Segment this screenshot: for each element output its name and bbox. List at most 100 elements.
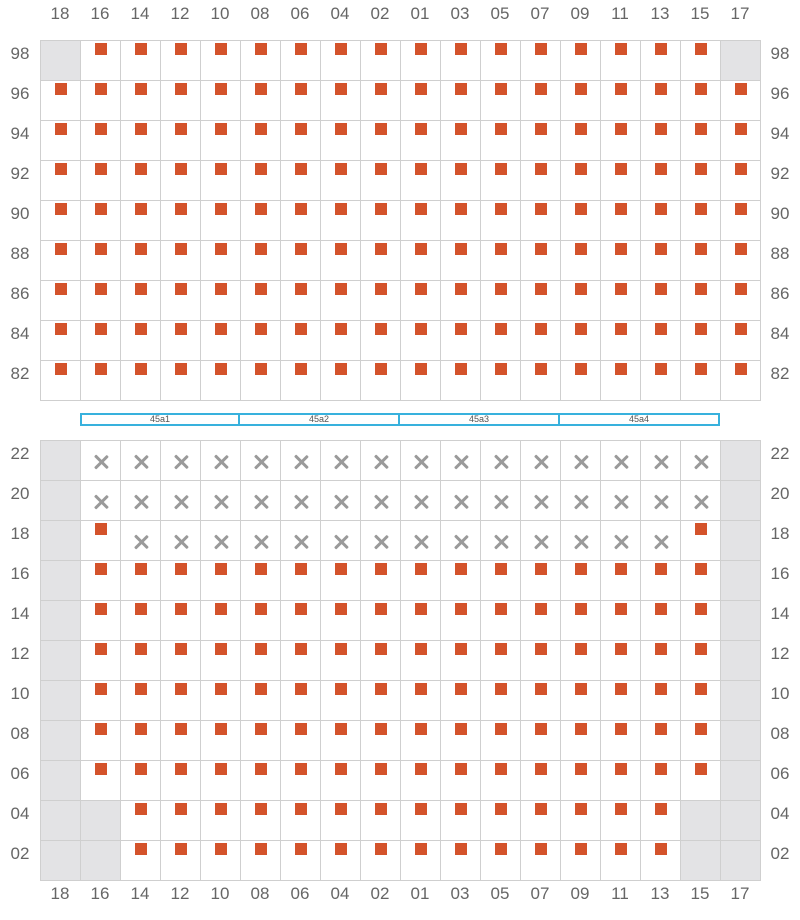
seat-cell[interactable] <box>320 840 361 881</box>
seat-cell[interactable] <box>160 800 201 841</box>
seat-cell[interactable] <box>400 120 441 161</box>
seat-cell[interactable] <box>400 680 441 721</box>
seat-cell[interactable] <box>520 320 561 361</box>
seat-cell[interactable] <box>600 360 641 401</box>
seat-cell[interactable] <box>440 240 481 281</box>
seat-cell[interactable] <box>280 40 321 81</box>
seat-cell[interactable] <box>440 560 481 601</box>
seat-cell[interactable] <box>640 360 681 401</box>
seat-cell[interactable] <box>160 680 201 721</box>
seat-cell[interactable] <box>160 720 201 761</box>
seat-cell[interactable] <box>280 720 321 761</box>
seat-cell[interactable] <box>640 40 681 81</box>
seat-cell[interactable] <box>560 360 601 401</box>
seat-cell[interactable] <box>120 240 161 281</box>
seat-cell[interactable] <box>200 560 241 601</box>
seat-cell[interactable] <box>80 240 121 281</box>
seat-cell[interactable] <box>280 160 321 201</box>
seat-cell[interactable] <box>320 560 361 601</box>
seat-cell[interactable] <box>240 720 281 761</box>
seat-cell[interactable] <box>240 40 281 81</box>
seat-cell[interactable] <box>720 280 761 321</box>
seat-cell[interactable] <box>40 80 81 121</box>
seat-cell[interactable] <box>480 840 521 881</box>
seat-cell[interactable] <box>560 640 601 681</box>
seat-cell[interactable] <box>680 560 721 601</box>
seat-cell[interactable] <box>680 520 721 561</box>
seat-cell[interactable] <box>440 320 481 361</box>
seat-cell[interactable] <box>440 200 481 241</box>
seat-cell[interactable] <box>480 680 521 721</box>
seat-cell[interactable] <box>80 680 121 721</box>
seat-cell[interactable] <box>200 120 241 161</box>
seat-cell[interactable] <box>280 560 321 601</box>
seat-cell[interactable] <box>440 720 481 761</box>
seat-cell[interactable] <box>400 600 441 641</box>
seat-cell[interactable] <box>200 320 241 361</box>
seat-cell[interactable] <box>560 600 601 641</box>
seat-cell[interactable] <box>400 360 441 401</box>
seat-cell[interactable] <box>680 680 721 721</box>
seat-cell[interactable] <box>720 200 761 241</box>
seat-cell[interactable] <box>560 680 601 721</box>
seat-cell[interactable] <box>520 760 561 801</box>
seat-cell[interactable] <box>680 200 721 241</box>
seat-cell[interactable] <box>440 800 481 841</box>
seat-cell[interactable] <box>80 360 121 401</box>
seat-cell[interactable] <box>520 680 561 721</box>
seat-cell[interactable] <box>440 600 481 641</box>
seat-cell[interactable] <box>640 600 681 641</box>
seat-cell[interactable] <box>320 280 361 321</box>
seat-cell[interactable] <box>480 560 521 601</box>
seat-cell[interactable] <box>360 720 401 761</box>
seat-cell[interactable] <box>560 80 601 121</box>
section-label-45a4[interactable]: 45a4 <box>560 413 720 426</box>
seat-cell[interactable] <box>520 280 561 321</box>
seat-cell[interactable] <box>160 320 201 361</box>
seat-cell[interactable] <box>560 160 601 201</box>
seat-cell[interactable] <box>80 200 121 241</box>
seat-cell[interactable] <box>320 680 361 721</box>
seat-cell[interactable] <box>320 120 361 161</box>
seat-cell[interactable] <box>280 320 321 361</box>
seat-cell[interactable] <box>440 40 481 81</box>
seat-cell[interactable] <box>80 760 121 801</box>
seat-cell[interactable] <box>280 840 321 881</box>
seat-cell[interactable] <box>520 800 561 841</box>
seat-cell[interactable] <box>200 720 241 761</box>
seat-cell[interactable] <box>640 800 681 841</box>
seat-cell[interactable] <box>640 720 681 761</box>
seat-cell[interactable] <box>560 720 601 761</box>
seat-cell[interactable] <box>80 40 121 81</box>
seat-cell[interactable] <box>280 360 321 401</box>
seat-cell[interactable] <box>160 600 201 641</box>
seat-cell[interactable] <box>240 560 281 601</box>
seat-cell[interactable] <box>360 280 401 321</box>
seat-cell[interactable] <box>640 680 681 721</box>
seat-cell[interactable] <box>120 160 161 201</box>
seat-cell[interactable] <box>320 240 361 281</box>
seat-cell[interactable] <box>560 200 601 241</box>
seat-cell[interactable] <box>360 840 401 881</box>
seat-cell[interactable] <box>200 800 241 841</box>
seat-cell[interactable] <box>720 120 761 161</box>
seat-cell[interactable] <box>560 800 601 841</box>
seat-cell[interactable] <box>520 240 561 281</box>
seat-cell[interactable] <box>200 840 241 881</box>
seat-cell[interactable] <box>520 160 561 201</box>
seat-cell[interactable] <box>320 760 361 801</box>
seat-cell[interactable] <box>160 760 201 801</box>
seat-cell[interactable] <box>480 360 521 401</box>
seat-cell[interactable] <box>400 720 441 761</box>
seat-cell[interactable] <box>600 720 641 761</box>
seat-cell[interactable] <box>200 640 241 681</box>
seat-cell[interactable] <box>320 360 361 401</box>
seat-cell[interactable] <box>560 40 601 81</box>
seat-cell[interactable] <box>360 760 401 801</box>
seat-cell[interactable] <box>280 640 321 681</box>
seat-cell[interactable] <box>480 280 521 321</box>
seat-cell[interactable] <box>480 800 521 841</box>
seat-cell[interactable] <box>520 560 561 601</box>
seat-cell[interactable] <box>640 80 681 121</box>
seat-cell[interactable] <box>240 120 281 161</box>
